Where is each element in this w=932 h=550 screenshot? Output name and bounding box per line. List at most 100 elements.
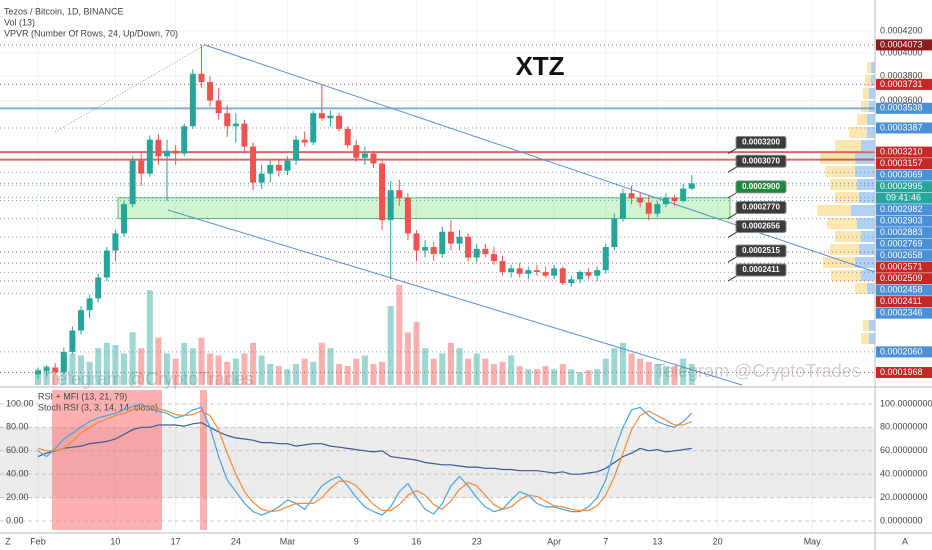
candle-body [224,113,231,127]
volume-bar [267,363,274,385]
volume-bar [361,355,368,385]
price-tag [876,102,932,114]
candle-body [662,197,669,205]
corner-icon[interactable]: A [902,536,908,546]
y-tick-label: 0.0003600 [880,95,923,105]
volume-bar [619,342,626,385]
profile-bar [869,101,875,112]
price-tag-label: 0.0002458 [880,285,923,295]
candle-body [439,231,446,255]
volume-bar [275,366,282,385]
y-tick-label: 0.00 [6,515,24,525]
callout-box [735,154,787,168]
candle-body [327,115,334,119]
candle-body [207,82,214,101]
volume-bar [232,358,239,385]
price-tag [876,273,932,285]
volume-bar [542,366,549,385]
candle-body [473,248,480,258]
volume-bar [662,366,669,385]
volume-bar [207,353,214,385]
annotation: XTZ [515,51,564,81]
profile-bar [825,166,855,177]
volume-bar [95,348,102,385]
candle-body [258,173,265,183]
volume-bar [146,290,153,385]
price-tag-label: 0.0002509 [880,273,923,283]
volume-bar [688,363,695,385]
volume-bar [224,361,231,385]
profile-bar [835,231,861,242]
y-tick-label: 100.0000000 [880,398,932,408]
candle-body [78,310,85,331]
y-tick-label: 0.0004000 [880,47,923,57]
profile-bar [863,88,869,99]
volume-bar [396,285,403,385]
candle-body [35,370,42,375]
candle-body [155,139,162,157]
volume-bar [181,342,188,385]
price-tag [876,78,932,90]
price-tag-label: 0.0002411 [880,296,922,306]
candle-body [602,247,609,271]
price-tag-label: 0.0003387 [880,122,923,132]
volume-bar [241,353,248,385]
volume-bar [301,358,308,385]
volume-bar [155,337,162,385]
price-tag [876,181,932,193]
volume-bar [447,342,454,385]
candle-body [619,193,626,219]
price-tag [876,346,932,358]
candle-body [611,218,618,248]
price-tag [876,39,932,51]
volume-bar [430,358,437,385]
price-tag-label: 0.0003157 [880,158,923,168]
callout-label: 0.0003070 [742,156,780,165]
indicator-title: RSI + MFI (13, 21, 79) [38,391,127,401]
callout-label: 0.0002411 [742,265,780,274]
profile-bar [823,257,855,268]
profile-bar [863,320,869,331]
volume-bar [189,348,196,385]
volume-bar [645,361,652,385]
callout-box [735,244,787,258]
price-tag [876,192,932,204]
volume-bar [69,353,76,385]
profile-bar [867,127,875,138]
candle-body [275,164,282,171]
volume-bar [404,332,411,385]
volume-bar [413,321,420,385]
volume-bar [465,358,472,385]
volume-bar [336,363,343,385]
profile-bar [871,75,875,86]
candle-body [129,160,136,205]
price-tag [876,169,932,181]
volume-bar [164,353,171,385]
profile-bar [835,192,859,203]
candle-body [404,197,411,234]
candle-body [594,270,601,276]
corner-icon[interactable]: Z [5,536,11,546]
volume-bar [525,369,532,385]
profile-bar [855,153,875,164]
callout-label: 0.0002770 [742,203,780,212]
volume-bar [293,363,300,385]
profile-bar [830,179,857,190]
profile-bar [820,153,855,164]
symbol-title: Tezos / Bitcoin, 1D, BINANCE [4,6,124,16]
volume-bar [456,348,463,385]
price-tag [876,122,932,134]
profile-bar [871,62,875,73]
profile-bar [861,333,869,344]
x-tick-label: 16 [411,536,421,546]
volume-bar [576,372,583,385]
volume-bar [473,353,480,385]
candle-body [465,236,472,258]
profile-bar [851,205,875,216]
price-tag-label: 0.0004073 [880,39,923,49]
candle-body [164,150,171,157]
x-tick-label: 7 [603,536,608,546]
volume-bar [559,363,566,385]
candle-body [637,197,644,203]
